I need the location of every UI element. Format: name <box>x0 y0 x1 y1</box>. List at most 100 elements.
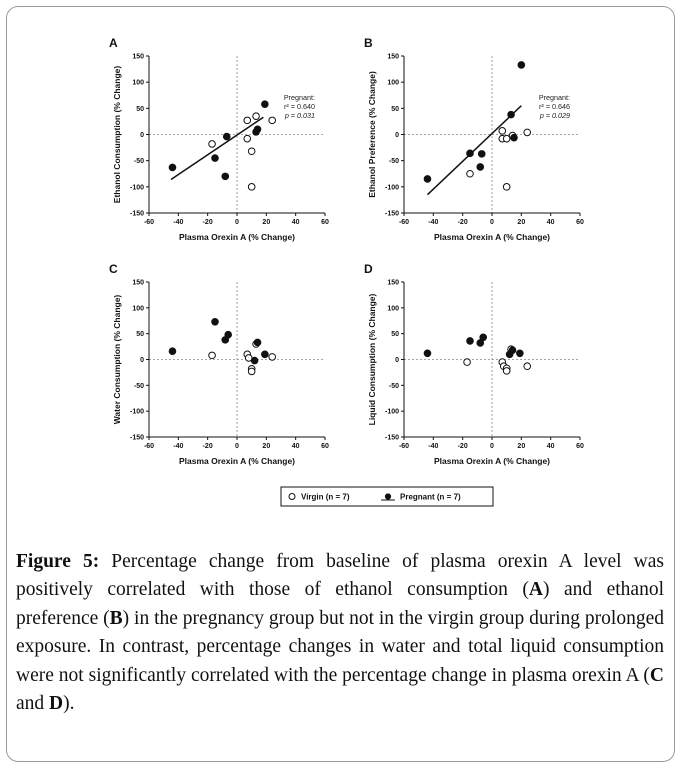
x-axis-title: Plasma Orexin A (% Change) <box>179 232 295 242</box>
caption-ref-d: D <box>49 693 64 715</box>
y-tick-label: 50 <box>136 106 144 113</box>
virgin-point <box>247 183 256 191</box>
regression-line <box>170 116 264 181</box>
x-tick-label: -20 <box>458 443 468 450</box>
pregnant-point <box>479 333 488 342</box>
x-axis-title: Plasma Orexin A (% Change) <box>179 456 295 466</box>
panel-c: C -150 -100 -50 0 50 100 150 -60 -40 -20 0 20 40 60 Pla… <box>109 262 329 466</box>
pregnant-point <box>168 163 177 172</box>
y-tick-label: -150 <box>385 435 399 442</box>
x-tick-label: 20 <box>517 219 525 226</box>
figure-svg: A -150 -100 -50 0 50 100 150 -60 -40 -20 0 20 40 60 Pla… <box>109 36 584 507</box>
pregnant-point <box>517 61 526 69</box>
stats-annotation: Pregnant: <box>539 93 570 102</box>
x-tick-label: 60 <box>576 219 584 226</box>
y-tick-label: -150 <box>385 211 399 218</box>
virgin-point <box>247 367 256 376</box>
stats-annotation: p = 0.029 <box>539 111 570 120</box>
stats-annotation: Pregnant: <box>284 93 315 102</box>
pregnant-point <box>261 350 269 359</box>
x-tick-label: -40 <box>428 219 438 226</box>
legend-pregnant-label: Pregnant (n = 7) <box>400 493 461 502</box>
y-axis-title: Water Consumption (% Change) <box>112 295 122 425</box>
x-tick-label: 40 <box>547 219 555 226</box>
y-tick-label: 0 <box>395 132 399 139</box>
y-tick-label: -150 <box>130 211 144 218</box>
caption-ref-c: C <box>649 664 664 686</box>
virgin-point <box>208 351 216 360</box>
caption-ref-b: B <box>109 607 123 629</box>
caption-text-1: Percentage change from baseline of plasm… <box>16 551 664 601</box>
pregnant-point <box>211 154 219 162</box>
panel-label: A <box>109 36 118 50</box>
figure-frame <box>6 6 675 762</box>
caption-label: Figure 5: <box>16 551 100 572</box>
legend: Virgin (n = 7) Pregnant (n = 7) <box>280 486 494 507</box>
virgin-point <box>208 140 216 148</box>
pregnant-point <box>423 349 432 358</box>
x-tick-label: -20 <box>458 219 468 226</box>
caption-text-4: and <box>16 693 50 715</box>
x-tick-label: -60 <box>144 443 154 450</box>
y-tick-label: -100 <box>385 409 399 416</box>
pregnant-point <box>211 317 219 326</box>
pregnant-point <box>476 163 485 171</box>
pregnant-point <box>423 175 432 183</box>
virgin-point <box>498 127 507 135</box>
y-tick-label: 0 <box>140 132 144 139</box>
pregnant-point <box>250 356 259 365</box>
pregnant-point <box>516 349 524 358</box>
pregnant-point <box>168 347 177 356</box>
x-tick-label: 20 <box>262 219 270 226</box>
virgin-point <box>502 183 511 191</box>
pregnant-point <box>477 150 486 158</box>
y-tick-label: -100 <box>130 409 144 416</box>
legend-pregnant-marker <box>384 493 392 500</box>
pregnant-point <box>224 330 232 339</box>
panel-label: C <box>109 262 118 276</box>
y-tick-label: 100 <box>387 80 399 87</box>
pregnant-point <box>253 125 262 134</box>
panel-d: D -150 -100 -50 0 50 100 150 -60 -40 -20 0 20 40 60 Pla… <box>364 262 584 466</box>
virgin-point <box>463 358 471 366</box>
y-tick-label: 100 <box>132 305 144 312</box>
pregnant-point <box>222 132 231 141</box>
x-tick-label: -60 <box>399 443 409 450</box>
y-tick-label: -50 <box>134 383 144 390</box>
y-axis-title: Ethanol Consumption (% Change) <box>112 66 122 204</box>
x-tick-label: 40 <box>292 219 300 226</box>
panel-label: B <box>364 36 373 50</box>
pregnant-point <box>261 100 269 108</box>
pregnant-point <box>510 133 518 142</box>
caption-ref-a: A <box>528 579 543 601</box>
virgin-point <box>502 134 511 143</box>
x-tick-label: -40 <box>173 443 183 450</box>
x-tick-label: 40 <box>547 443 555 450</box>
x-tick-label: -40 <box>173 219 183 226</box>
y-tick-label: 0 <box>140 357 144 364</box>
legend-virgin-label: Virgin (n = 7) <box>301 493 350 502</box>
y-tick-label: 50 <box>391 331 399 338</box>
caption-text-3: ) in the pregnancy group but not in the … <box>16 607 664 686</box>
y-tick-label: 100 <box>387 305 399 312</box>
y-axis-title: Liquid Consumption (% Change) <box>367 293 377 425</box>
virgin-point <box>252 112 260 120</box>
y-tick-label: -100 <box>385 184 399 191</box>
stats-annotation: r² = 0.646 <box>539 102 570 111</box>
panel-b: B -150 -100 -50 0 50 100 150 -60 -40 -20 0 20 40 60 Pla… <box>364 36 584 242</box>
y-tick-label: 150 <box>132 54 144 61</box>
x-tick-label: 60 <box>576 443 584 450</box>
y-tick-label: 0 <box>395 357 399 364</box>
virgin-point <box>466 169 474 178</box>
y-tick-label: 50 <box>136 331 144 338</box>
x-tick-label: 20 <box>262 443 270 450</box>
y-tick-label: -50 <box>389 383 399 390</box>
stats-annotation: r² = 0.640 <box>284 102 315 111</box>
virgin-point <box>523 128 532 137</box>
regression-line <box>426 105 522 196</box>
virgin-point <box>502 367 511 375</box>
x-tick-label: 0 <box>490 443 494 450</box>
x-axis-title: Plasma Orexin A (% Change) <box>434 456 550 466</box>
virgin-point <box>247 147 256 156</box>
pregnant-point <box>466 149 474 158</box>
